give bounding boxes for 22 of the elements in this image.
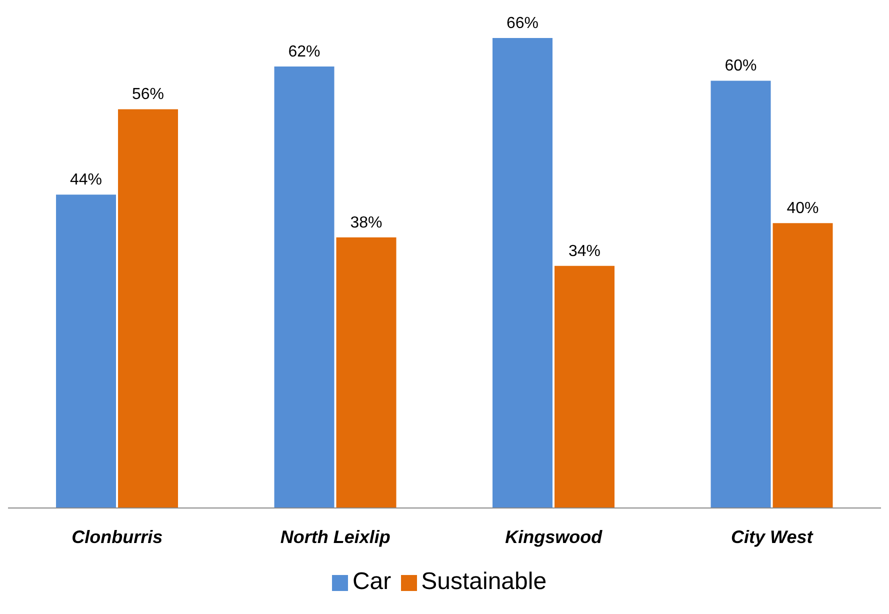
data-label: 56% [132,86,164,104]
data-label: 60% [724,58,757,75]
data-label: 66% [506,15,539,32]
data-label: 38% [350,214,382,232]
bar [274,66,334,508]
data-label: 40% [786,200,819,218]
bar [772,223,833,508]
x-tick-label: Clonburris [72,526,163,547]
legend-label: Sustainable [421,568,547,595]
x-tick-label: North Leixlip [280,526,390,547]
bar [492,38,553,508]
x-tick-label: Kingswood [505,526,604,547]
bar [118,109,178,508]
data-label: 62% [288,43,320,60]
bar [336,237,396,508]
data-label: 44% [70,172,102,189]
data-label: 34% [568,242,601,260]
x-tick-label: City West [731,526,814,547]
bar [554,266,615,508]
bar [710,80,771,508]
legend-label: Car [352,568,392,595]
bar [56,194,116,508]
